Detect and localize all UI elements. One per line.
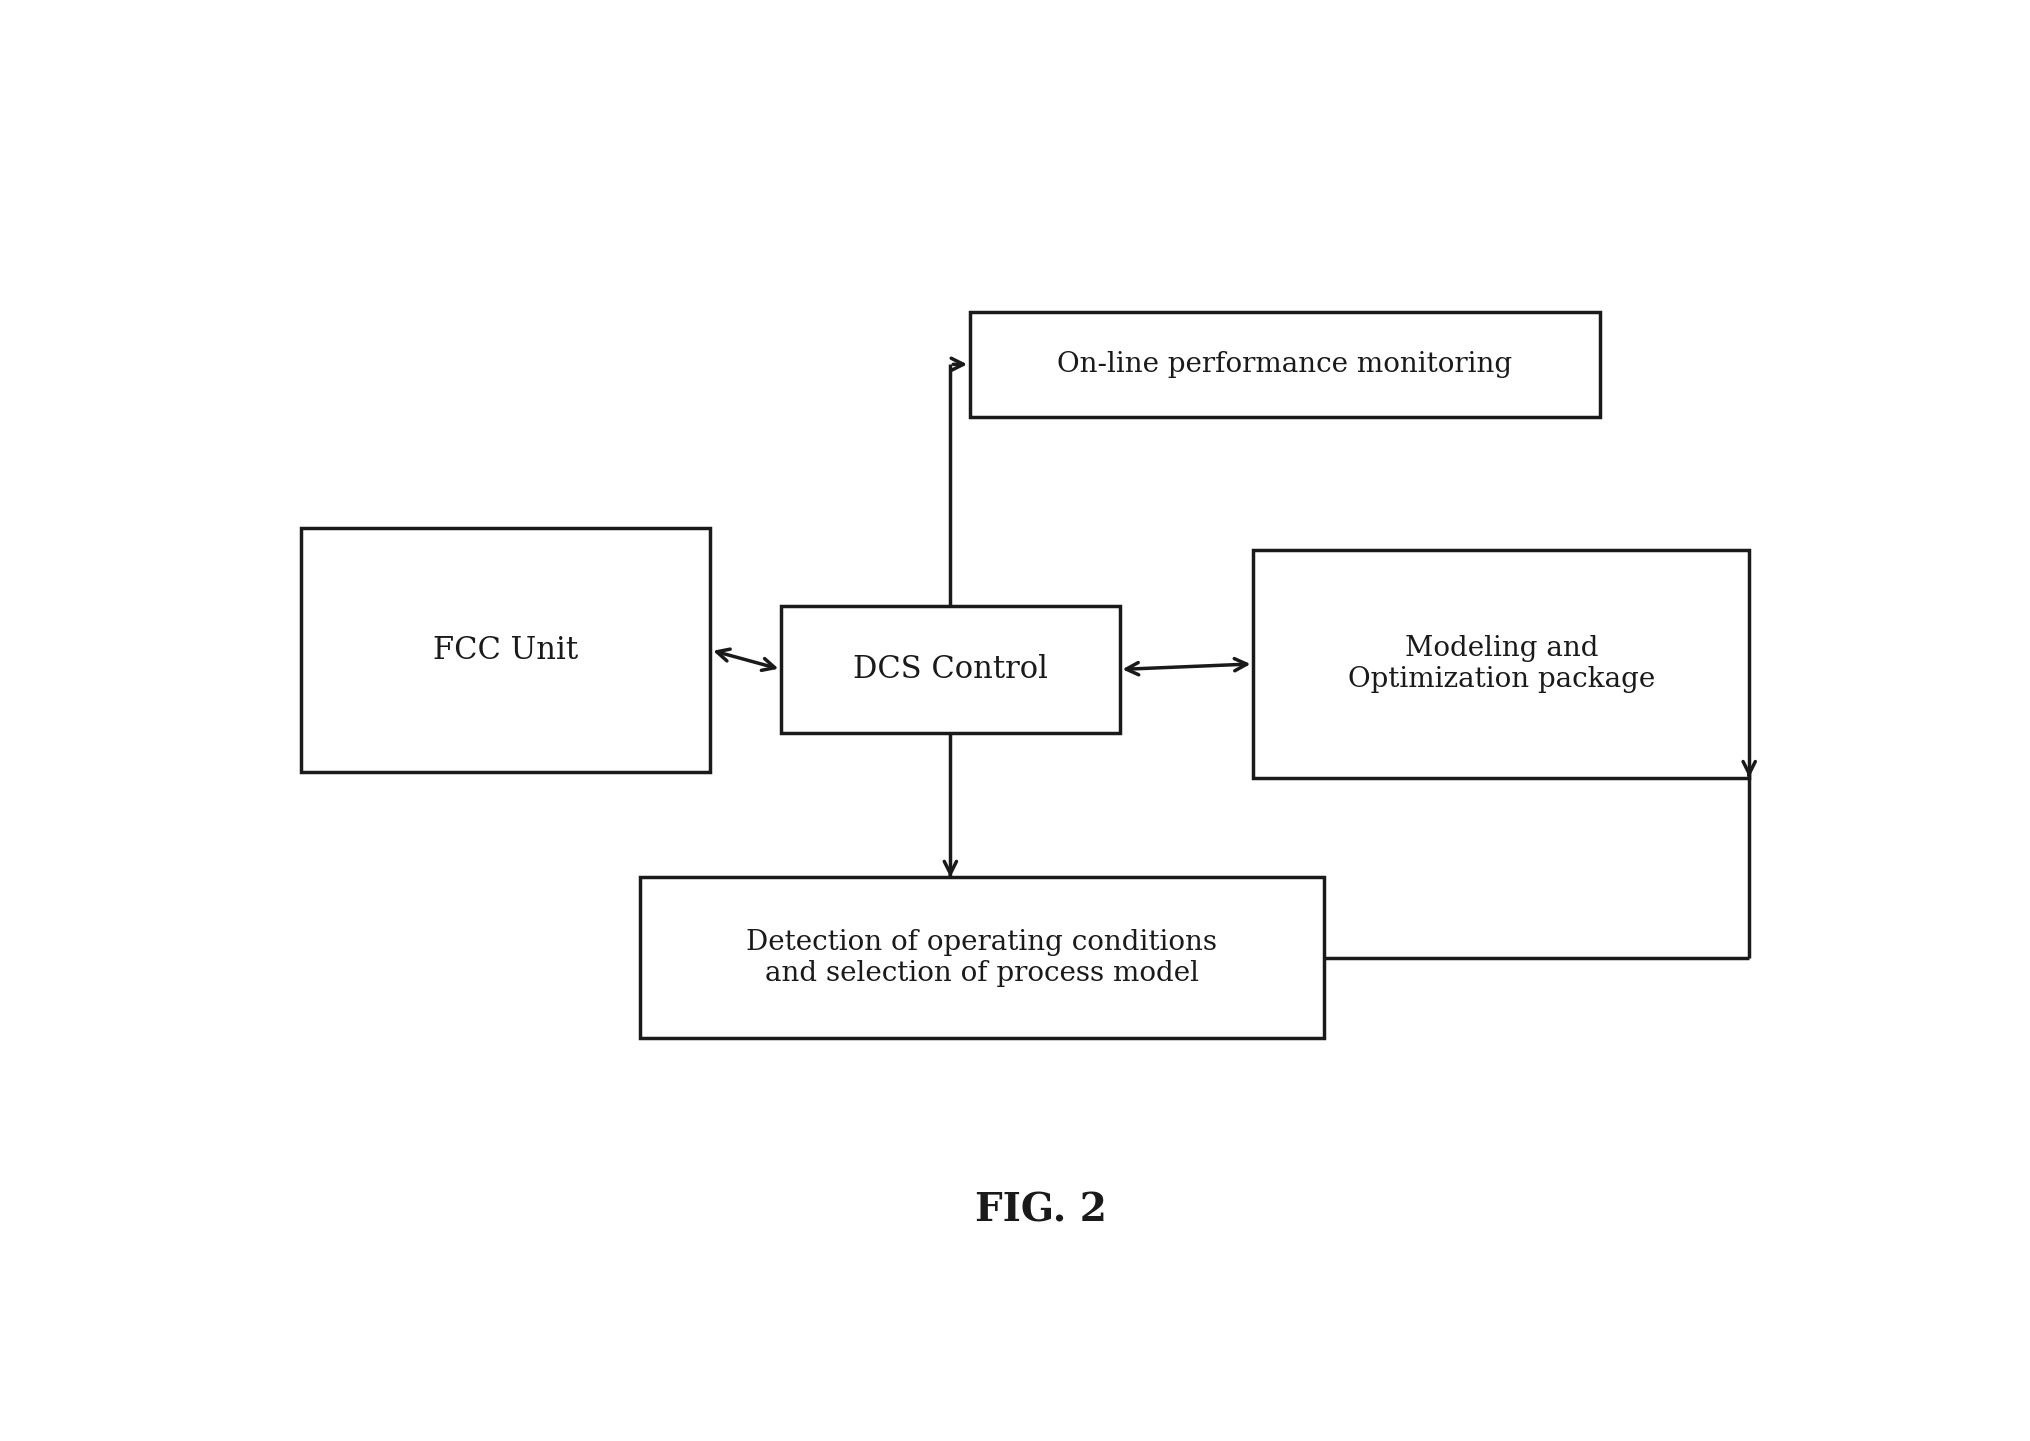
Text: FCC Unit: FCC Unit [432,634,579,666]
Text: Modeling and
Optimization package: Modeling and Optimization package [1348,635,1654,693]
Bar [300,527,710,772]
Text: DCS Control: DCS Control [853,654,1047,684]
Bar [1253,550,1748,778]
Text: On-line performance monitoring: On-line performance monitoring [1058,350,1512,378]
Bar [970,311,1600,416]
Bar [782,605,1119,733]
Bar [639,878,1324,1039]
Text: Detection of operating conditions
and selection of process model: Detection of operating conditions and se… [745,929,1216,987]
Text: FIG. 2: FIG. 2 [974,1192,1106,1229]
